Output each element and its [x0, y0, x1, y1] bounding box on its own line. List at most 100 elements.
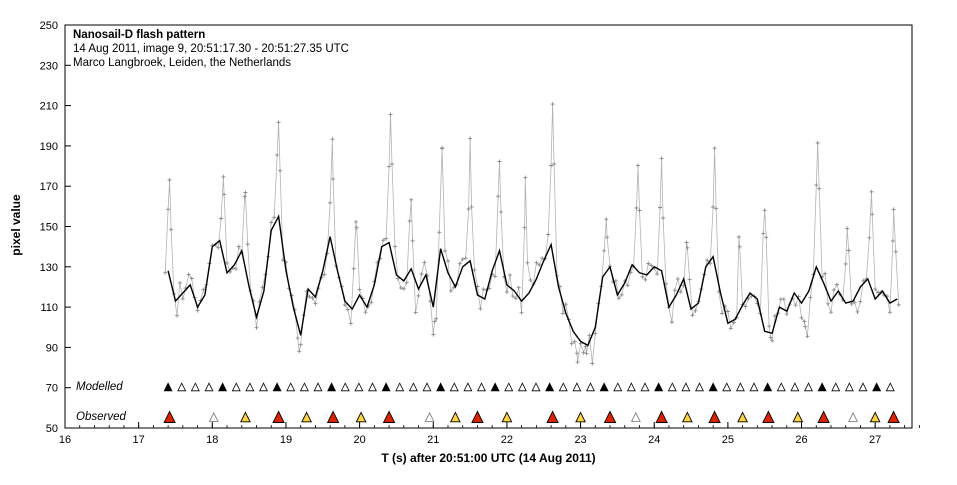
modelled-flash-open-triangle — [681, 382, 691, 392]
y-tick-label: 110 — [40, 302, 58, 314]
observed-markers — [163, 410, 900, 423]
x-tick-label: 26 — [795, 434, 807, 446]
plot-border — [64, 24, 913, 429]
modelled-flash-open-triangle — [517, 382, 527, 392]
x-tick-label: 27 — [869, 434, 881, 446]
x-tick-label: 21 — [427, 434, 439, 446]
x-axis: 16 17 18 19 20 21 22 23 24 25 26 27 — [59, 422, 881, 446]
modelled-flash-filled-triangle — [763, 382, 773, 392]
observed-row-label: Observed — [76, 411, 126, 423]
observed-flash-open-triangle — [630, 411, 641, 422]
modelled-flash-open-triangle — [831, 382, 841, 392]
modelled-flash-open-triangle — [422, 382, 432, 392]
observed-flash-yellow-triangle — [501, 411, 513, 423]
modelled-markers — [163, 382, 895, 392]
modelled-flash-open-triangle — [354, 382, 364, 392]
modelled-flash-open-triangle — [245, 382, 255, 392]
modelled-flash-open-triangle — [204, 382, 214, 392]
observed-flash-yellow-triangle — [575, 411, 586, 423]
x-axis-label: T (s) after 20:51:00 UTC (14 Aug 2011) — [381, 451, 596, 465]
y-tick-label: 170 — [40, 181, 58, 193]
modelled-flash-open-triangle — [626, 382, 636, 392]
observed-flash-yellow-triangle — [869, 411, 881, 423]
observed-flash-red-triangle — [762, 410, 775, 423]
modelled-flash-open-triangle — [177, 382, 187, 392]
modelled-flash-open-triangle — [313, 382, 323, 392]
modelled-flash-filled-triangle — [654, 382, 664, 392]
modelled-flash-open-triangle — [749, 382, 759, 392]
observed-flash-yellow-triangle — [737, 411, 749, 423]
y-tick-label: 230 — [40, 60, 58, 72]
x-tick-label: 18 — [206, 434, 218, 446]
modelled-flash-filled-triangle — [817, 382, 827, 392]
y-tick-label: 190 — [40, 141, 58, 153]
observed-flash-red-triangle — [382, 410, 396, 423]
y-tick-label: 150 — [40, 222, 58, 234]
observed-flash-red-triangle — [471, 410, 484, 423]
y-axis: 50 70 90 110 130 150 170 190 210 230 250 — [40, 20, 71, 435]
modelled-flash-open-triangle — [790, 382, 800, 392]
chart-subtitle: 14 Aug 2011, image 9, 20:51:17.30 - 20:5… — [73, 43, 349, 55]
raw-series-line — [164, 104, 900, 364]
observed-flash-yellow-triangle — [301, 411, 313, 423]
x-tick-label: 23 — [574, 434, 586, 446]
modelled-flash-filled-triangle — [218, 382, 228, 392]
observed-flash-yellow-triangle — [792, 411, 804, 423]
observed-flash-red-triangle — [603, 410, 617, 423]
modelled-flash-open-triangle — [640, 382, 650, 392]
y-tick-label: 90 — [46, 342, 58, 354]
x-tick-label: 25 — [722, 434, 734, 446]
modelled-flash-filled-triangle — [872, 382, 882, 392]
modelled-flash-open-triangle — [722, 382, 732, 392]
modelled-flash-open-triangle — [463, 382, 473, 392]
modelled-flash-open-triangle — [340, 382, 350, 392]
observed-flash-red-triangle — [887, 410, 900, 423]
x-tick-label: 22 — [501, 434, 513, 446]
title-block: Nanosail-D flash pattern 14 Aug 2011, im… — [73, 28, 349, 70]
modelled-flash-open-triangle — [572, 382, 582, 392]
observed-flash-red-triangle — [546, 410, 559, 423]
modelled-flash-open-triangle — [477, 382, 486, 392]
smoothed-series-line — [167, 214, 898, 347]
chart-credit: Marco Langbroek, Leiden, the Netherlands — [73, 57, 292, 69]
modelled-flash-open-triangle — [776, 382, 786, 392]
modelled-flash-open-triangle — [231, 382, 241, 392]
modelled-flash-open-triangle — [667, 382, 677, 392]
modelled-flash-open-triangle — [504, 382, 514, 392]
observed-flash-yellow-triangle — [240, 411, 251, 423]
observed-flash-open-triangle — [208, 411, 219, 422]
modelled-flash-filled-triangle — [381, 382, 391, 392]
modelled-flash-open-triangle — [695, 382, 704, 392]
modelled-flash-open-triangle — [190, 382, 200, 392]
y-axis-label: pixel value — [9, 194, 23, 256]
x-tick-label: 17 — [133, 434, 145, 446]
x-tick-label: 19 — [280, 434, 292, 446]
modelled-flash-open-triangle — [558, 382, 568, 392]
modelled-flash-filled-triangle — [599, 382, 609, 392]
modelled-flash-open-triangle — [885, 382, 895, 392]
modelled-flash-filled-triangle — [163, 382, 173, 392]
modelled-flash-open-triangle — [735, 382, 745, 392]
modelled-flash-open-triangle — [449, 382, 459, 392]
modelled-flash-filled-triangle — [545, 382, 555, 392]
y-tick-label: 50 — [46, 423, 58, 435]
observed-flash-red-triangle — [708, 410, 721, 423]
observed-flash-yellow-triangle — [681, 411, 693, 423]
modelled-flash-filled-triangle — [490, 382, 500, 392]
observed-flash-red-triangle — [817, 410, 830, 423]
observed-flash-red-triangle — [326, 410, 340, 423]
x-tick-label: 20 — [353, 434, 365, 446]
modelled-flash-open-triangle — [586, 382, 595, 392]
modelled-flash-open-triangle — [844, 382, 854, 392]
y-tick-label: 250 — [40, 20, 58, 32]
observed-flash-red-triangle — [272, 410, 285, 423]
modelled-flash-filled-triangle — [272, 382, 282, 392]
modelled-flash-open-triangle — [286, 382, 296, 392]
observed-flash-open-triangle — [424, 411, 435, 422]
y-tick-label: 130 — [40, 262, 58, 274]
modelled-row-label: Modelled — [76, 381, 123, 393]
modelled-flash-open-triangle — [858, 382, 868, 392]
raw-series-plus-markers — [163, 102, 901, 366]
